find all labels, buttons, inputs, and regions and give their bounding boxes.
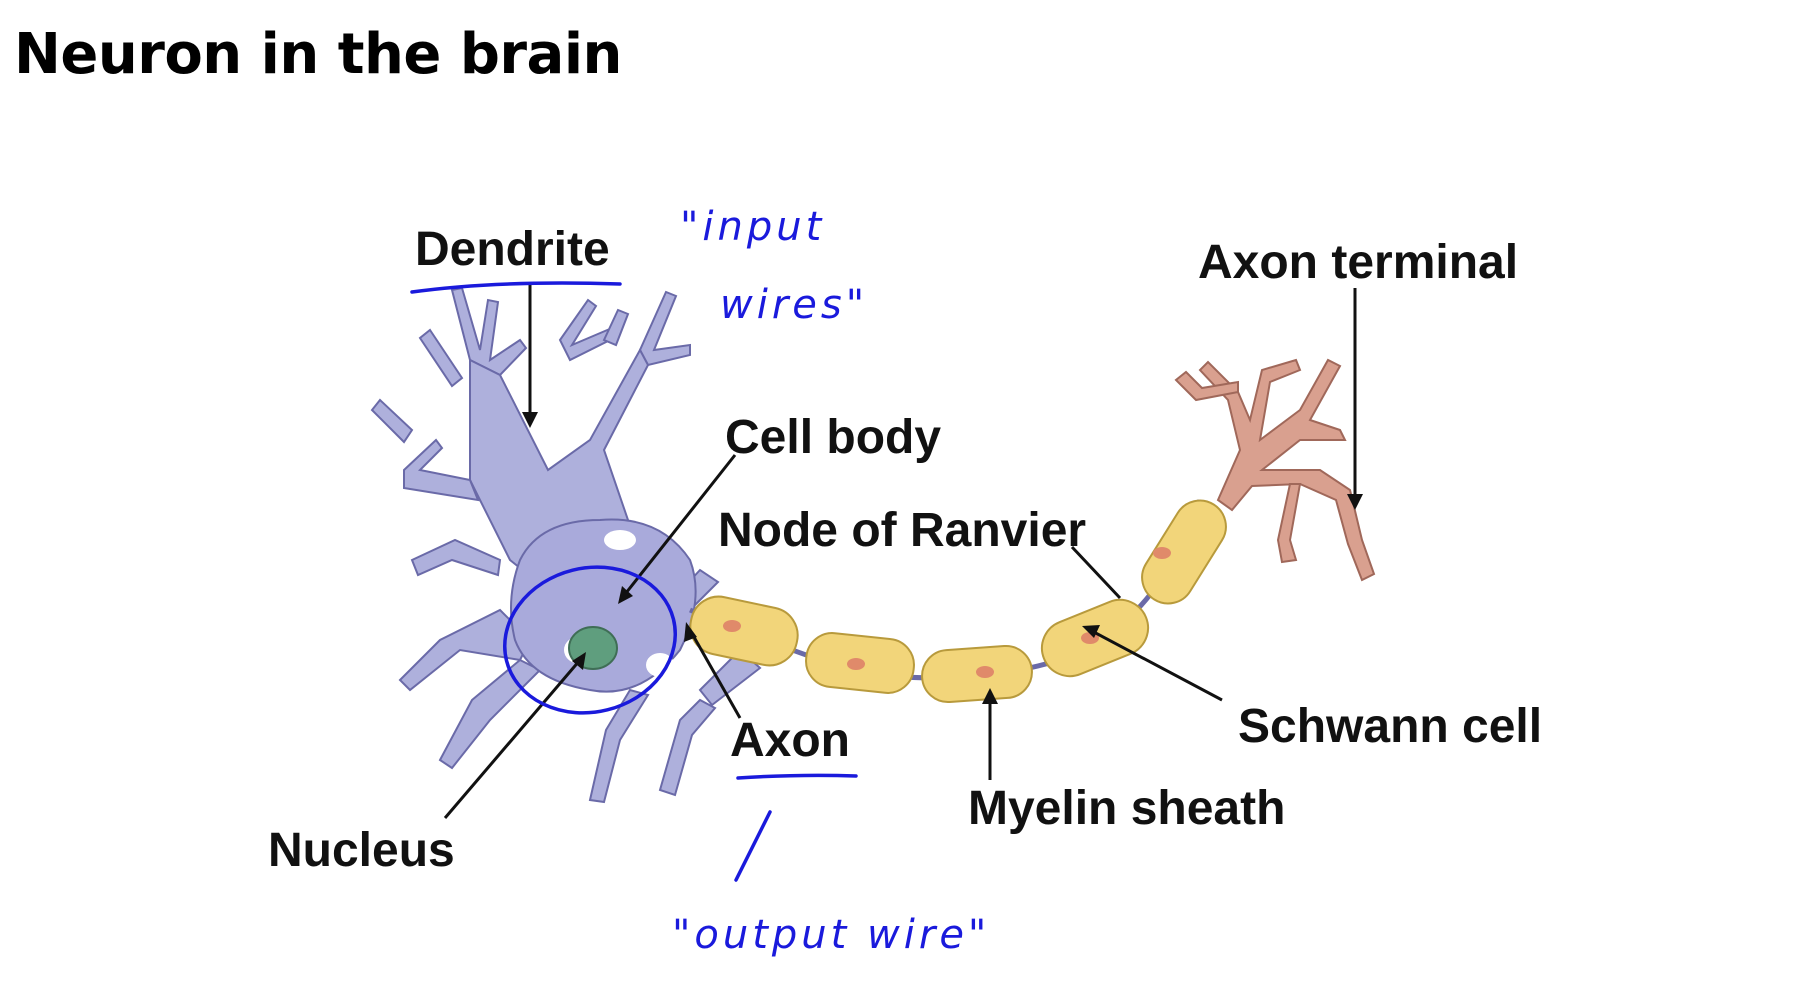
label-nucleus: Nucleus [268,824,455,877]
axon-terminal-arrowhead [1347,494,1363,510]
axon-underline [736,773,858,780]
cell-body-arrowhead [618,586,633,604]
nucleus-leader [443,659,582,819]
page-title: Neuron in the brain [14,22,622,87]
nucleus-arrowhead [572,652,586,670]
annotation-input-line1: "input [680,204,825,250]
axon-terminal [1174,358,1376,582]
label-axon: Axon [730,714,850,767]
label-dendrite: Dendrite [415,223,610,276]
axon-leader [688,629,742,719]
dendrite-arrowhead [522,412,538,428]
label-myelin-sheath: Myelin sheath [968,782,1285,835]
myelin-sheath-arrowhead [982,688,998,704]
axon-arrowhead [684,622,697,642]
node-of-ranvier-leader [1070,545,1122,600]
label-axon-terminal: Axon terminal [1198,236,1518,289]
schwann-nuclei [723,547,1171,678]
schwann-cell-arrowhead [1082,625,1100,638]
annotation-input-line2: wires" [720,282,868,328]
dendrite-underline [410,281,622,294]
output-connector-stroke [734,810,772,882]
label-cell-body: Cell body [725,411,941,464]
label-node-of-ranvier: Node of Ranvier [718,504,1086,557]
label-schwann-cell: Schwann cell [1238,700,1542,753]
annotation-output: "output wire" [672,912,990,958]
cell-body-leader [620,454,737,599]
schwann-cell-leader [1089,628,1223,702]
cell-body-circle-annotation [503,565,677,715]
